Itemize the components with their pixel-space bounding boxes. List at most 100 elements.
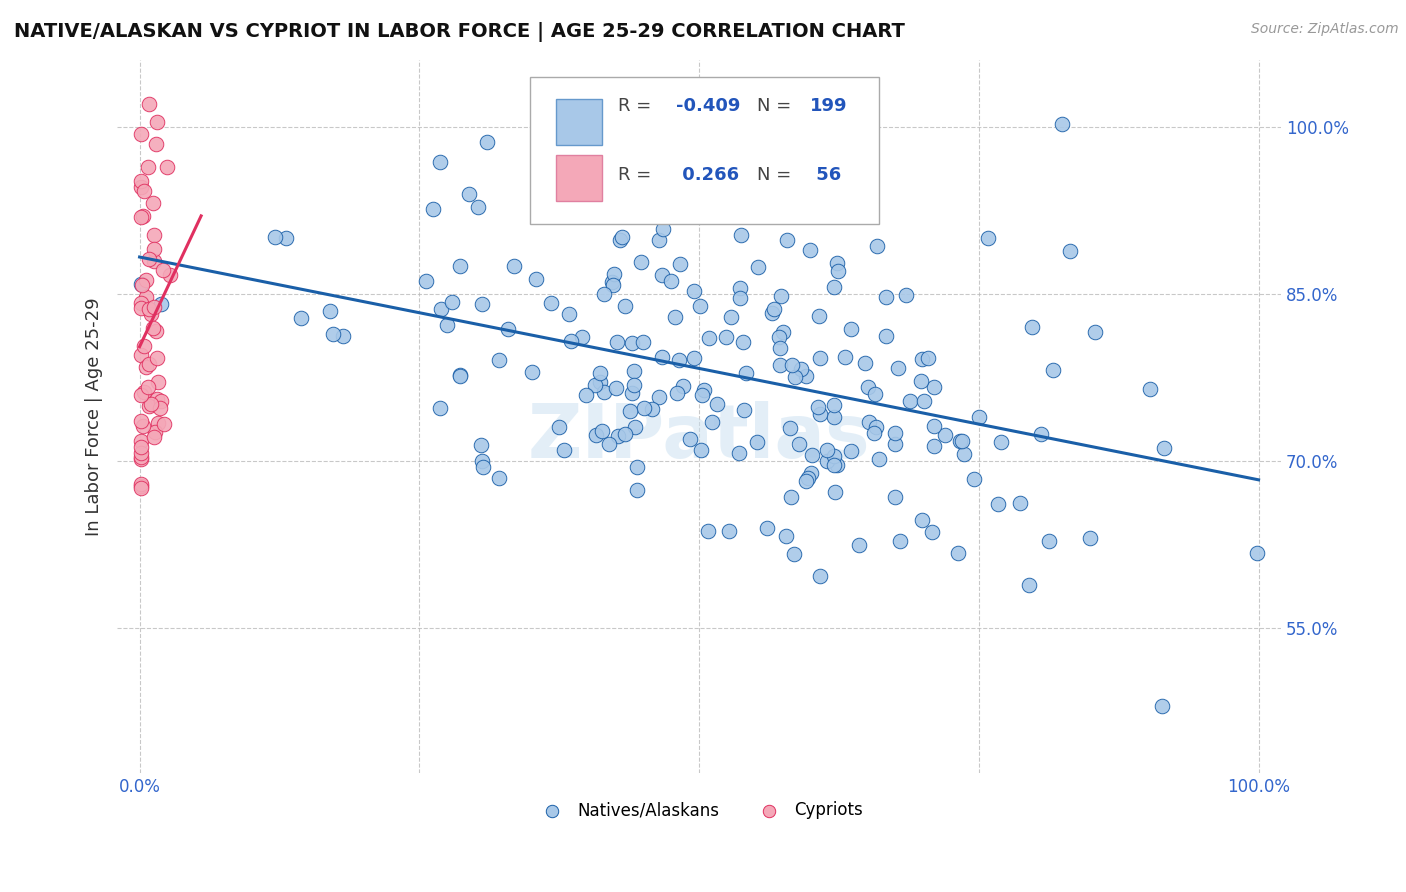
Text: N =: N = (758, 97, 797, 115)
Point (592, 424, 614, 438)
Point (700, 415, 723, 429)
Point (769, 359, 792, 373)
Point (689, 299, 711, 313)
Point (138, 97, 160, 112)
Point (787, 197, 810, 211)
Point (537, 195, 560, 210)
Point (145, 136, 167, 151)
Point (859, 202, 882, 216)
Point (747, 260, 769, 275)
Point (142, 320, 165, 334)
Point (148, 401, 170, 415)
Point (949, 434, 972, 449)
Point (823, 449, 845, 463)
Point (794, 369, 817, 384)
Point (787, 437, 810, 451)
Point (602, 277, 624, 292)
Point (322, 327, 344, 342)
Point (1021, 320, 1043, 334)
Point (614, 299, 637, 313)
Point (1031, 426, 1053, 441)
Point (794, 474, 817, 488)
Point (139, 397, 162, 411)
Point (332, 328, 354, 343)
Point (129, 348, 152, 362)
Point (696, 524, 718, 539)
Point (733, 403, 755, 417)
Point (678, 432, 700, 446)
Point (623, 377, 645, 392)
Point (142, 430, 165, 444)
Point (579, 195, 602, 210)
Point (138, 357, 160, 371)
Point (626, 459, 648, 474)
Point (800, 466, 823, 480)
FancyBboxPatch shape (555, 99, 603, 145)
Point (129, 127, 152, 141)
Point (129, 211, 152, 225)
Point (630, 254, 652, 268)
Point (138, 399, 160, 413)
Point (1038, 533, 1060, 548)
Point (605, 381, 627, 395)
Point (824, 484, 846, 499)
Point (129, 174, 152, 188)
Point (146, 417, 169, 431)
Point (150, 394, 173, 409)
Point (129, 451, 152, 466)
FancyBboxPatch shape (530, 78, 880, 224)
Point (422, 202, 444, 216)
Point (290, 310, 312, 325)
Point (693, 383, 716, 397)
Point (415, 274, 437, 288)
Point (762, 301, 785, 316)
Point (1083, 325, 1105, 339)
Point (827, 458, 849, 472)
Point (823, 397, 845, 411)
Point (683, 351, 706, 365)
Point (575, 388, 598, 402)
Point (987, 497, 1010, 511)
Point (1246, 546, 1268, 560)
Point (801, 448, 824, 462)
Point (129, 295, 152, 310)
Point (129, 450, 152, 464)
Point (780, 358, 803, 372)
Point (807, 401, 830, 415)
Point (922, 380, 945, 394)
Point (990, 435, 1012, 450)
Point (553, 442, 575, 457)
Point (641, 402, 664, 417)
Point (756, 521, 779, 535)
Point (967, 409, 990, 424)
Point (138, 252, 160, 267)
Point (817, 442, 839, 457)
Point (827, 264, 849, 278)
Point (855, 356, 877, 370)
Point (143, 227, 166, 242)
Point (921, 524, 943, 539)
Point (747, 434, 769, 449)
Text: ZIPatlas: ZIPatlas (527, 401, 870, 475)
Point (848, 538, 870, 552)
Point (856, 380, 879, 394)
Point (834, 351, 856, 365)
Point (558, 307, 581, 321)
Point (475, 136, 498, 150)
Point (146, 375, 169, 389)
Point (823, 280, 845, 294)
Point (588, 375, 610, 389)
Point (690, 388, 713, 402)
Point (647, 233, 669, 247)
Point (768, 330, 790, 344)
Point (458, 187, 481, 202)
Point (619, 404, 641, 418)
Point (775, 529, 797, 543)
Point (129, 434, 152, 448)
Point (728, 281, 751, 295)
Point (152, 263, 174, 277)
Point (156, 160, 179, 174)
Point (862, 426, 884, 441)
Point (772, 325, 794, 339)
Point (720, 310, 742, 324)
